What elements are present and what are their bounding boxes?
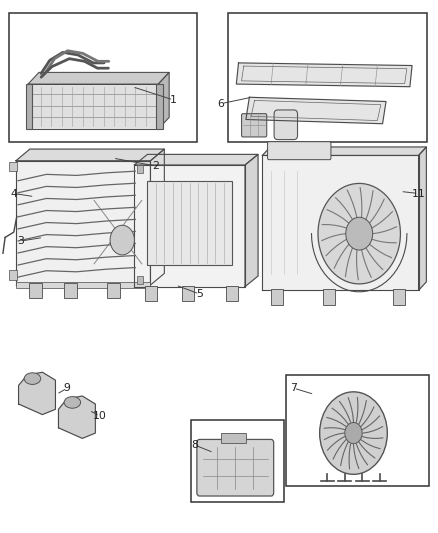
- Bar: [26, 84, 32, 129]
- Polygon shape: [134, 155, 258, 165]
- Bar: [228, 13, 427, 142]
- Polygon shape: [262, 147, 426, 156]
- Circle shape: [345, 423, 362, 443]
- Bar: [145, 286, 157, 301]
- Polygon shape: [134, 165, 245, 287]
- FancyBboxPatch shape: [274, 110, 297, 140]
- Polygon shape: [262, 156, 419, 290]
- Bar: [271, 289, 283, 305]
- FancyBboxPatch shape: [268, 142, 331, 160]
- Text: 4: 4: [11, 189, 18, 198]
- Bar: [10, 270, 17, 280]
- Bar: [323, 289, 335, 305]
- Text: 6: 6: [218, 99, 225, 109]
- Text: 3: 3: [17, 236, 24, 246]
- Ellipse shape: [24, 373, 41, 384]
- FancyBboxPatch shape: [242, 114, 267, 137]
- Polygon shape: [158, 72, 169, 129]
- Polygon shape: [246, 98, 386, 124]
- Circle shape: [318, 183, 400, 284]
- FancyBboxPatch shape: [197, 439, 274, 496]
- Polygon shape: [16, 161, 151, 285]
- Text: 10: 10: [93, 410, 106, 421]
- Text: 8: 8: [192, 440, 198, 450]
- Text: 9: 9: [64, 383, 71, 393]
- Circle shape: [110, 225, 134, 255]
- Bar: [182, 286, 194, 301]
- Circle shape: [320, 392, 387, 474]
- Polygon shape: [16, 149, 164, 161]
- Bar: [191, 420, 284, 502]
- Bar: [221, 433, 246, 442]
- Bar: [286, 375, 429, 486]
- Text: 7: 7: [290, 383, 297, 393]
- Bar: [392, 289, 405, 305]
- Bar: [148, 181, 232, 265]
- Bar: [9, 13, 197, 142]
- Polygon shape: [28, 84, 158, 129]
- Text: 5: 5: [196, 289, 203, 299]
- Bar: [64, 284, 77, 298]
- Polygon shape: [419, 147, 426, 290]
- Bar: [137, 276, 143, 284]
- Bar: [16, 282, 151, 288]
- Polygon shape: [28, 72, 169, 84]
- Text: 2: 2: [153, 161, 159, 171]
- Polygon shape: [151, 149, 164, 285]
- Bar: [156, 84, 162, 129]
- Polygon shape: [237, 63, 412, 87]
- Text: 1: 1: [170, 95, 177, 105]
- Bar: [10, 162, 17, 171]
- Polygon shape: [245, 155, 258, 287]
- Polygon shape: [18, 372, 56, 415]
- Bar: [226, 286, 238, 301]
- Ellipse shape: [64, 397, 81, 408]
- Text: 11: 11: [412, 189, 425, 198]
- Bar: [29, 284, 42, 298]
- Bar: [107, 284, 120, 298]
- Circle shape: [346, 217, 373, 250]
- Polygon shape: [59, 396, 95, 438]
- Bar: [137, 165, 143, 173]
